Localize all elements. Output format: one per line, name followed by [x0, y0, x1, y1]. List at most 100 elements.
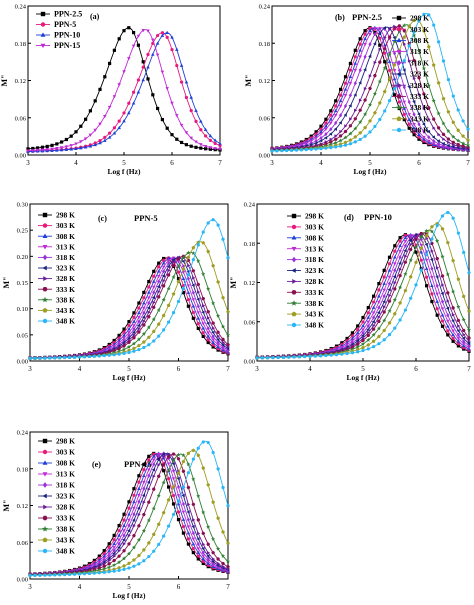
y-tick-label: 0.18 — [15, 41, 26, 48]
data-point — [72, 572, 77, 576]
y-axis-label: M" — [2, 500, 11, 512]
data-point — [377, 342, 381, 346]
data-point — [151, 305, 156, 309]
data-point — [179, 123, 184, 128]
y-tick-label: 0.30 — [17, 202, 28, 209]
data-point — [98, 87, 102, 91]
data-point — [103, 75, 107, 79]
data-point — [393, 249, 397, 253]
data-point — [126, 344, 132, 349]
data-point — [151, 487, 156, 491]
data-point — [297, 355, 301, 359]
legend-label: PPN-5 — [54, 20, 76, 29]
data-point — [146, 541, 151, 545]
data-point — [430, 276, 434, 280]
data-point — [132, 558, 136, 562]
legend-marker — [291, 224, 297, 230]
data-point — [451, 306, 455, 310]
data-point — [338, 104, 343, 108]
data-point — [137, 343, 141, 348]
data-point — [339, 113, 343, 118]
data-point — [421, 66, 427, 71]
data-point — [170, 35, 174, 39]
data-point — [136, 78, 140, 82]
data-point — [201, 297, 206, 301]
data-point — [201, 550, 205, 555]
legend-label: 308 K — [410, 36, 429, 45]
data-point — [194, 119, 198, 123]
legend-label: 298 K — [410, 14, 429, 23]
data-point — [40, 148, 45, 152]
data-point — [107, 558, 112, 563]
data-point — [417, 135, 421, 139]
legend-marker — [42, 460, 48, 465]
data-point — [127, 101, 131, 105]
data-point — [142, 559, 146, 563]
data-point — [196, 550, 201, 554]
data-point — [191, 258, 195, 262]
data-point — [60, 140, 64, 144]
data-point — [387, 255, 392, 259]
data-point — [462, 332, 466, 337]
data-point — [417, 132, 421, 136]
legend-marker — [42, 515, 48, 521]
data-point — [377, 282, 381, 286]
data-point — [141, 315, 146, 319]
data-point — [290, 148, 294, 152]
data-point — [121, 556, 127, 561]
data-point — [206, 310, 211, 314]
data-point — [226, 565, 230, 569]
data-point — [137, 306, 141, 310]
data-point — [117, 533, 121, 537]
data-point — [430, 292, 434, 296]
data-point — [186, 255, 191, 259]
data-point — [461, 294, 466, 298]
data-point — [358, 119, 363, 125]
series-11 — [28, 440, 230, 578]
data-point — [461, 317, 466, 322]
data-point — [412, 30, 416, 34]
data-point — [191, 457, 195, 461]
data-point — [402, 106, 407, 110]
data-point — [206, 286, 211, 291]
data-point — [152, 474, 156, 478]
data-point — [424, 233, 429, 238]
data-point — [132, 336, 136, 340]
data-point — [191, 298, 196, 302]
data-point — [372, 300, 376, 304]
data-point — [378, 36, 382, 40]
data-point — [323, 136, 328, 140]
data-point — [388, 27, 392, 32]
data-point — [221, 237, 225, 241]
data-point — [425, 284, 429, 288]
legend-marker — [291, 322, 297, 328]
data-point — [363, 125, 367, 130]
data-point — [329, 117, 333, 121]
data-point — [387, 52, 392, 57]
data-point — [142, 468, 146, 472]
data-point — [166, 462, 171, 466]
y-tick-label: 0.18 — [17, 466, 28, 473]
data-point — [355, 347, 360, 352]
data-point — [167, 268, 171, 273]
data-point — [358, 130, 363, 135]
data-point — [348, 142, 352, 146]
y-tick-label: 0.15 — [17, 280, 28, 287]
data-point — [392, 62, 397, 67]
data-point — [417, 122, 421, 127]
data-point — [127, 26, 131, 30]
data-point — [171, 461, 175, 466]
legend-marker — [396, 127, 402, 133]
data-point — [186, 537, 190, 541]
data-point — [157, 289, 161, 294]
data-point — [361, 320, 365, 324]
legend-label: 303 K — [305, 223, 324, 232]
data-point — [402, 59, 406, 63]
data-point — [461, 328, 466, 333]
chart-panel-4: 3 4 5 6 7 Log f (Hz) 0.00 0.06 0.12 0.18 0.24 M" 298… — [229, 202, 471, 383]
legend-label: 343 K — [56, 536, 75, 545]
data-point — [221, 561, 225, 566]
data-point — [35, 148, 40, 152]
data-point — [181, 517, 186, 521]
data-point — [142, 345, 146, 350]
